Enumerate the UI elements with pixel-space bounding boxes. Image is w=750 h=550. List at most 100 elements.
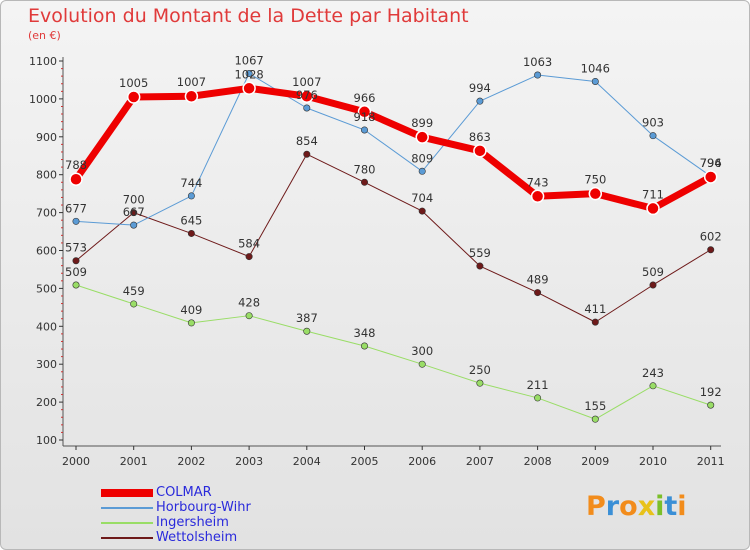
data-label-ingersheim: 387 bbox=[296, 311, 318, 325]
data-label-wettolsheim: 700 bbox=[123, 193, 145, 207]
data-point-horbourg-wihr bbox=[303, 104, 311, 112]
data-point-colmar bbox=[242, 81, 256, 96]
data-point-colmar bbox=[126, 90, 141, 104]
data-label-wettolsheim: 645 bbox=[180, 213, 202, 227]
data-point-wettolsheim bbox=[534, 289, 542, 297]
data-label-horbourg-wihr: 1063 bbox=[523, 55, 552, 69]
data-label-horbourg-wihr: 677 bbox=[65, 201, 87, 215]
data-point-colmar bbox=[588, 186, 603, 201]
data-point-ingersheim bbox=[649, 382, 657, 390]
data-label-colmar: 899 bbox=[411, 116, 433, 130]
data-label-colmar: 863 bbox=[469, 130, 491, 144]
y-tick-label: 300 bbox=[36, 358, 57, 371]
y-tick-label: 200 bbox=[36, 396, 57, 409]
data-label-ingersheim: 250 bbox=[469, 363, 491, 377]
data-point-wettolsheim bbox=[187, 229, 195, 237]
x-tick-label: 2000 bbox=[62, 455, 90, 468]
data-label-colmar: 743 bbox=[527, 175, 549, 189]
y-tick-label: 600 bbox=[36, 245, 57, 258]
data-label-colmar: 1005 bbox=[119, 76, 148, 90]
data-label-wettolsheim: 489 bbox=[527, 273, 549, 287]
data-point-horbourg-wihr bbox=[476, 97, 484, 105]
data-label-wettolsheim: 704 bbox=[411, 191, 433, 205]
data-point-wettolsheim bbox=[418, 207, 426, 215]
chart-title: Evolution du Montant de la Dette par Hab… bbox=[28, 5, 469, 27]
data-point-wettolsheim bbox=[360, 178, 368, 186]
data-label-wettolsheim: 854 bbox=[296, 134, 318, 148]
data-label-wettolsheim: 780 bbox=[354, 162, 376, 176]
data-point-ingersheim bbox=[187, 319, 195, 327]
series-line-wettolsheim bbox=[75, 153, 712, 323]
data-point-colmar bbox=[530, 189, 545, 204]
data-label-horbourg-wihr: 809 bbox=[411, 151, 433, 165]
data-label-wettolsheim: 411 bbox=[584, 302, 606, 316]
axes: 100 200 300 400 500 600 700 800 900 1000 1100 2000 2… bbox=[29, 55, 725, 468]
data-label-ingersheim: 192 bbox=[700, 385, 722, 399]
data-label-ingersheim: 459 bbox=[123, 284, 145, 298]
data-label-colmar: 711 bbox=[642, 187, 664, 201]
data-label-wettolsheim: 584 bbox=[238, 237, 260, 251]
legend-label-horbourg-wihr: Horbourg-Wihr bbox=[156, 500, 251, 515]
data-label-colmar: 1028 bbox=[234, 67, 263, 81]
x-tick-label: 2009 bbox=[581, 455, 609, 468]
data-label-horbourg-wihr: 1046 bbox=[581, 61, 610, 75]
legend-swatch-ingersheim bbox=[101, 522, 153, 524]
brand-logo-letter: x bbox=[637, 491, 656, 522]
data-label-ingersheim: 428 bbox=[238, 296, 260, 310]
data-point-colmar bbox=[300, 89, 314, 103]
x-tick-label: 2003 bbox=[235, 455, 263, 468]
data-point-wettolsheim bbox=[476, 262, 484, 270]
y-tick-label: 100 bbox=[36, 434, 57, 447]
data-point-colmar bbox=[473, 144, 487, 158]
series-line-horbourg-wihr bbox=[75, 73, 712, 226]
data-label-horbourg-wihr: 976 bbox=[296, 88, 318, 102]
y-tick-label: 1100 bbox=[29, 55, 57, 68]
y-tick-label: 700 bbox=[36, 207, 57, 220]
y-tick-label: 800 bbox=[36, 169, 57, 182]
data-label-horbourg-wihr: 744 bbox=[180, 176, 202, 190]
data-label-colmar: 966 bbox=[354, 91, 376, 105]
series-line-ingersheim bbox=[75, 284, 712, 420]
data-label-colmar: 788 bbox=[65, 158, 87, 172]
brand-logo-letter: o bbox=[619, 491, 638, 522]
data-point-horbourg-wihr bbox=[591, 77, 599, 85]
data-point-horbourg-wihr bbox=[360, 126, 368, 134]
data-label-ingersheim: 300 bbox=[411, 344, 433, 358]
data-point-wettolsheim bbox=[130, 209, 138, 217]
legend-label-wettolsheim: Wettolsheim bbox=[156, 530, 238, 545]
data-label-ingersheim: 348 bbox=[354, 326, 376, 340]
legend-label-colmar: COLMAR bbox=[156, 485, 212, 500]
data-point-wettolsheim bbox=[649, 281, 657, 289]
legend-label-ingersheim: Ingersheim bbox=[156, 515, 229, 530]
x-tick-label: 2011 bbox=[697, 455, 725, 468]
y-tick-label: 400 bbox=[36, 320, 57, 333]
data-label-colmar: 794 bbox=[700, 156, 722, 170]
unit-label: (en €) bbox=[28, 29, 61, 42]
data-label-wettolsheim: 509 bbox=[642, 265, 664, 279]
data-label-horbourg-wihr: 796 bbox=[700, 156, 722, 170]
data-point-ingersheim bbox=[476, 379, 484, 387]
data-point-ingersheim bbox=[245, 312, 253, 320]
brand-logo: Proxiti bbox=[586, 491, 687, 522]
series-layer bbox=[69, 70, 718, 423]
data-point-ingersheim bbox=[303, 327, 311, 335]
y-tick-label: 500 bbox=[36, 282, 57, 295]
data-point-horbourg-wihr bbox=[245, 70, 253, 78]
data-label-wettolsheim: 602 bbox=[700, 230, 722, 244]
y-tick-label: 900 bbox=[36, 131, 57, 144]
data-point-horbourg-wihr bbox=[187, 192, 195, 200]
brand-logo-letter: P bbox=[586, 491, 606, 522]
brand-logo-letter: i bbox=[655, 491, 665, 522]
data-label-wettolsheim: 573 bbox=[65, 241, 87, 255]
data-point-colmar bbox=[703, 170, 718, 184]
data-label-ingersheim: 155 bbox=[584, 399, 606, 413]
data-point-horbourg-wihr bbox=[130, 221, 138, 229]
data-point-wettolsheim bbox=[303, 150, 311, 158]
data-point-wettolsheim bbox=[591, 318, 599, 326]
x-tick-label: 2006 bbox=[408, 455, 436, 468]
data-point-ingersheim bbox=[591, 415, 599, 423]
x-tick-label: 2001 bbox=[120, 455, 148, 468]
x-tick-label: 2008 bbox=[524, 455, 552, 468]
data-label-ingersheim: 243 bbox=[642, 366, 664, 380]
brand-logo-letter: r bbox=[605, 491, 620, 522]
